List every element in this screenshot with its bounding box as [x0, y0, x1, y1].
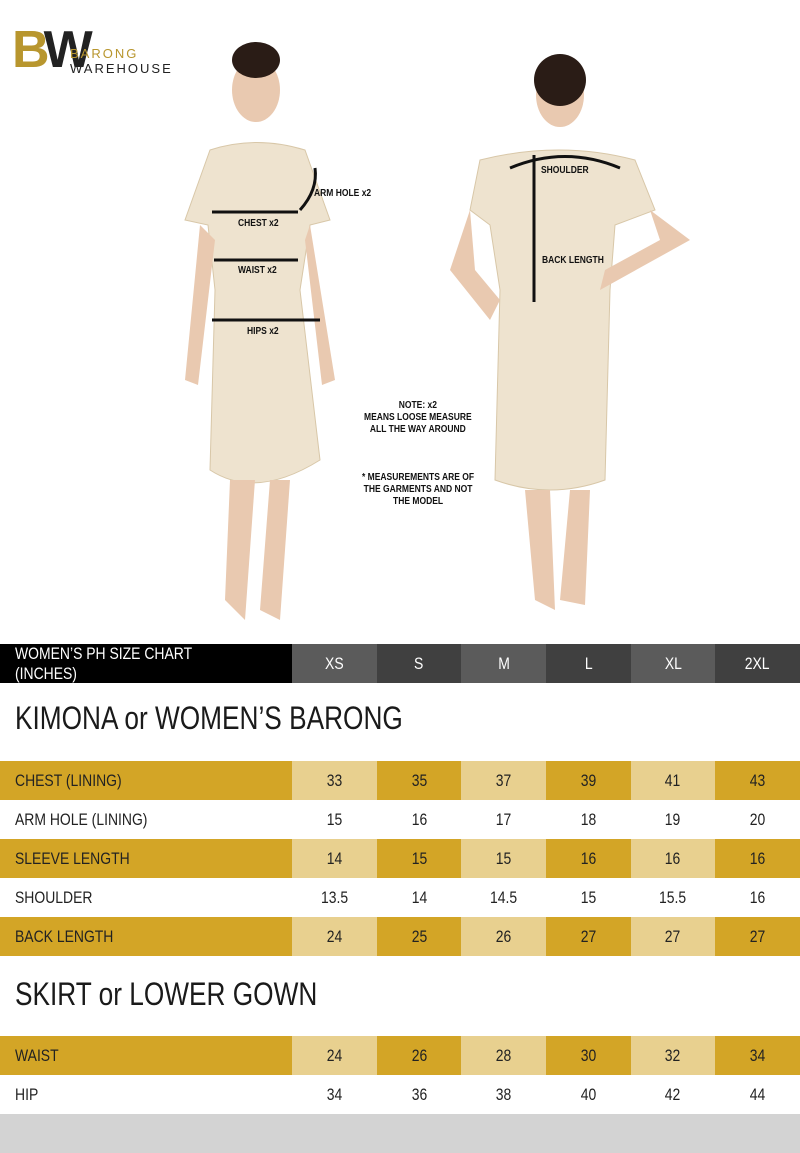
cell-value: 19	[665, 809, 681, 829]
cell-value: 13.5	[320, 887, 348, 907]
cell-value: 30	[545, 1036, 631, 1075]
cell-value: 26	[376, 1036, 462, 1075]
table-row: WAIST 24 26 28 30 32 34	[0, 1036, 800, 1075]
logo-line2: WAREHOUSE	[70, 61, 173, 76]
size-l: L	[545, 644, 631, 683]
size-m: M	[461, 644, 546, 683]
cell-value: 27	[715, 917, 800, 956]
cell-value: 37	[461, 761, 546, 800]
table-row: SLEEVE LENGTH 14 15 15 16 16 16	[0, 839, 800, 878]
cell-value: 15	[376, 839, 462, 878]
cell-value: 24	[292, 917, 377, 956]
cell-value: 44	[749, 1084, 766, 1104]
row-label: BACK LENGTH	[0, 917, 292, 956]
cell-value: 16	[715, 839, 800, 878]
size-xs: XS	[292, 644, 377, 683]
row-label: HIP	[15, 1084, 39, 1104]
section-title-skirt: SKIRT or LOWER GOWN	[15, 976, 318, 1012]
cell-value: 32	[630, 1036, 716, 1075]
cell-value: 39	[545, 761, 631, 800]
note-x2: NOTE: x2 MEANS LOOSE MEASURE ALL THE WAY…	[364, 400, 472, 436]
logo-mark: BW	[12, 21, 93, 79]
label-shoulder: SHOULDER	[541, 165, 589, 176]
chart-title: WOMEN’S PH SIZE CHART (INCHES)	[0, 644, 292, 683]
label-waist: WAIST x2	[238, 265, 277, 276]
cell-value: 43	[715, 761, 800, 800]
cell-value: 25	[376, 917, 462, 956]
cell-value: 15	[461, 839, 546, 878]
cell-value: 15.5	[659, 887, 687, 907]
cell-value: 20	[749, 809, 766, 829]
cell-value: 16	[411, 809, 427, 829]
table-row: HIP 34 36 38 40 42 44	[0, 1075, 800, 1114]
footer-bar	[0, 1114, 800, 1153]
row-label: ARM HOLE (LINING)	[15, 809, 148, 829]
disclaimer-line: * MEASUREMENTS ARE OF	[362, 472, 475, 483]
cell-value: 15	[326, 809, 343, 829]
note-line: ALL THE WAY AROUND	[369, 424, 466, 435]
cell-value: 16	[749, 887, 766, 907]
cell-value: 42	[665, 1084, 681, 1104]
cell-value: 36	[411, 1084, 427, 1104]
cell-value: 28	[461, 1036, 546, 1075]
cell-value: 38	[495, 1084, 512, 1104]
front-model-image	[184, 42, 335, 620]
table-row: ARM HOLE (LINING) 15 16 17 18 19 20	[0, 800, 800, 839]
cell-value: 35	[376, 761, 462, 800]
row-label: CHEST (LINING)	[0, 761, 292, 800]
back-model-image	[450, 54, 690, 610]
measurement-disclaimer: * MEASUREMENTS ARE OF THE GARMENTS AND N…	[362, 472, 474, 508]
size-2xl: 2XL	[715, 644, 800, 683]
brand-logo: BW BARONG WAREHOUSE	[12, 21, 171, 79]
cell-value: 27	[630, 917, 716, 956]
size-xl: XL	[630, 644, 716, 683]
cell-value: 16	[630, 839, 716, 878]
cell-value: 15	[580, 887, 597, 907]
label-back-length: BACK LENGTH	[542, 255, 604, 266]
label-arm-hole: ARM HOLE x2	[314, 188, 372, 199]
size-header-row: WOMEN’S PH SIZE CHART (INCHES) XS S M L …	[0, 644, 800, 683]
label-hips: HIPS x2	[247, 326, 279, 337]
cell-value: 33	[292, 761, 377, 800]
row-label: WAIST	[0, 1036, 292, 1075]
cell-value: 26	[461, 917, 546, 956]
cell-value: 24	[292, 1036, 377, 1075]
row-label: SHOULDER	[15, 887, 93, 907]
table-row: SHOULDER 13.5 14 14.5 15 15.5 16	[0, 878, 800, 917]
cell-value: 18	[580, 809, 597, 829]
table-row: CHEST (LINING) 33 35 37 39 41 43	[0, 761, 800, 800]
cell-value: 34	[326, 1084, 343, 1104]
cell-value: 14	[292, 839, 377, 878]
row-label: SLEEVE LENGTH	[0, 839, 292, 878]
disclaimer-line: THE MODEL	[393, 496, 444, 507]
cell-value: 17	[495, 809, 512, 829]
size-s: S	[376, 644, 462, 683]
label-chest: CHEST x2	[238, 218, 279, 229]
table-row: BACK LENGTH 24 25 26 27 27 27	[0, 917, 800, 956]
cell-value: 14	[411, 887, 427, 907]
section-title-top: KIMONA or WOMEN’S BARONG	[15, 700, 403, 736]
cell-value: 40	[580, 1084, 597, 1104]
cell-value: 41	[630, 761, 716, 800]
note-line: NOTE: x2	[398, 400, 437, 411]
logo-line1: BARONG	[70, 46, 139, 61]
cell-value: 16	[545, 839, 631, 878]
note-line: MEANS LOOSE MEASURE	[364, 412, 472, 423]
disclaimer-line: THE GARMENTS AND NOT	[363, 484, 473, 495]
cell-value: 14.5	[490, 887, 518, 907]
cell-value: 34	[715, 1036, 800, 1075]
cell-value: 27	[545, 917, 631, 956]
